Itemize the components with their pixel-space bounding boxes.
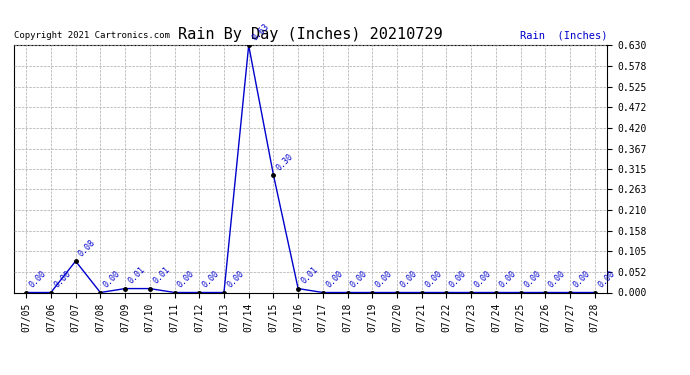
Text: 0.00: 0.00 bbox=[423, 269, 444, 290]
Text: 0.00: 0.00 bbox=[374, 269, 394, 290]
Text: 0.30: 0.30 bbox=[275, 152, 295, 172]
Text: 0.00: 0.00 bbox=[349, 269, 369, 290]
Text: 0.00: 0.00 bbox=[176, 269, 197, 290]
Text: 0.63: 0.63 bbox=[250, 22, 270, 43]
Text: 0.08: 0.08 bbox=[77, 238, 97, 258]
Text: 0.00: 0.00 bbox=[28, 269, 48, 290]
Text: 0.00: 0.00 bbox=[473, 269, 493, 290]
Text: Copyright 2021 Cartronics.com: Copyright 2021 Cartronics.com bbox=[14, 31, 170, 40]
Text: 0.00: 0.00 bbox=[448, 269, 469, 290]
Text: 0.00: 0.00 bbox=[571, 269, 592, 290]
Text: Rain  (Inches): Rain (Inches) bbox=[520, 30, 607, 40]
Text: 0.01: 0.01 bbox=[299, 265, 320, 286]
Text: 0.00: 0.00 bbox=[398, 269, 419, 290]
Text: 0.00: 0.00 bbox=[101, 269, 122, 290]
Text: 0.00: 0.00 bbox=[226, 269, 246, 290]
Text: 0.00: 0.00 bbox=[324, 269, 345, 290]
Text: 0.01: 0.01 bbox=[126, 265, 147, 286]
Text: 0.00: 0.00 bbox=[497, 269, 518, 290]
Text: 0.00: 0.00 bbox=[546, 269, 567, 290]
Text: 0.00: 0.00 bbox=[52, 269, 72, 290]
Text: 0.00: 0.00 bbox=[596, 269, 617, 290]
Text: 0.01: 0.01 bbox=[151, 265, 172, 286]
Text: 0.00: 0.00 bbox=[522, 269, 542, 290]
Title: Rain By Day (Inches) 20210729: Rain By Day (Inches) 20210729 bbox=[178, 27, 443, 42]
Text: 0.00: 0.00 bbox=[201, 269, 221, 290]
